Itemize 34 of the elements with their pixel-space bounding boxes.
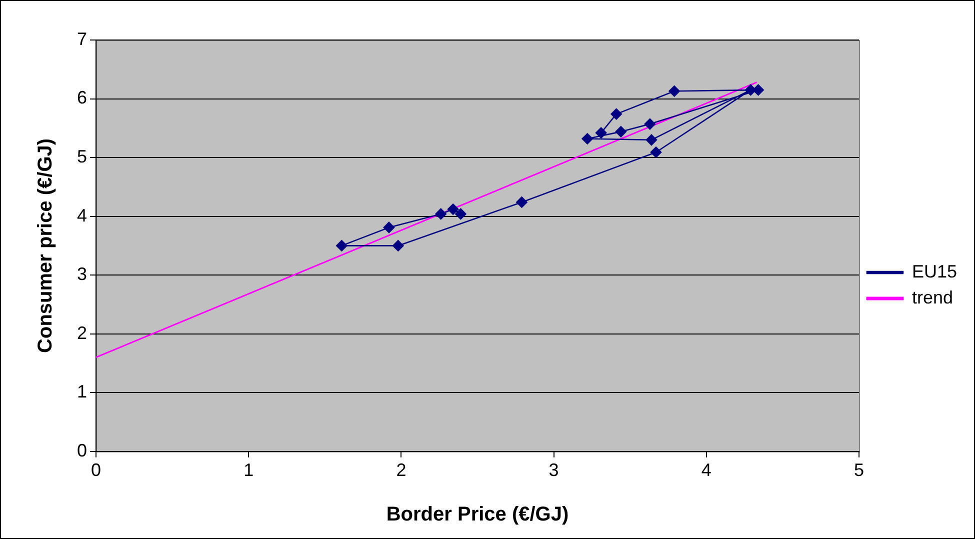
- y-tick-label: 2: [76, 322, 88, 343]
- x-tick-label: 2: [396, 460, 406, 480]
- x-tick-label: 1: [244, 460, 254, 480]
- point: [644, 118, 656, 130]
- point: [435, 208, 447, 220]
- y-tick-label: 3: [76, 264, 88, 284]
- y-tick-label: 4: [76, 205, 88, 226]
- point: [455, 208, 466, 220]
- x-tick-label: 4: [701, 460, 712, 480]
- point: [336, 240, 348, 252]
- point: [650, 146, 662, 158]
- point: [383, 222, 395, 234]
- x-tick-label: 0: [91, 460, 102, 480]
- x-axis-title: Border Price (€/GJ): [386, 504, 569, 526]
- point: [392, 240, 404, 252]
- y-tick-label: 5: [76, 146, 88, 167]
- point: [615, 126, 627, 138]
- point: [646, 134, 658, 146]
- legend-label: EU15: [912, 261, 958, 282]
- point: [610, 108, 622, 120]
- point: [447, 204, 459, 215]
- y-tick-label: 6: [76, 88, 88, 108]
- y-axis-title: Consumer price (€/GJ): [34, 138, 57, 353]
- y-tick-label: 0: [76, 440, 88, 460]
- x-tick-label: 5: [854, 460, 864, 480]
- point: [752, 84, 764, 96]
- point: [582, 133, 594, 144]
- y-tick-label: 7: [76, 28, 88, 49]
- x-tick-label: 3: [548, 460, 559, 480]
- y-tick-label: 1: [76, 382, 88, 402]
- legend-label: trend: [912, 287, 954, 308]
- point: [595, 127, 607, 139]
- point: [668, 85, 680, 97]
- point: [516, 196, 528, 208]
